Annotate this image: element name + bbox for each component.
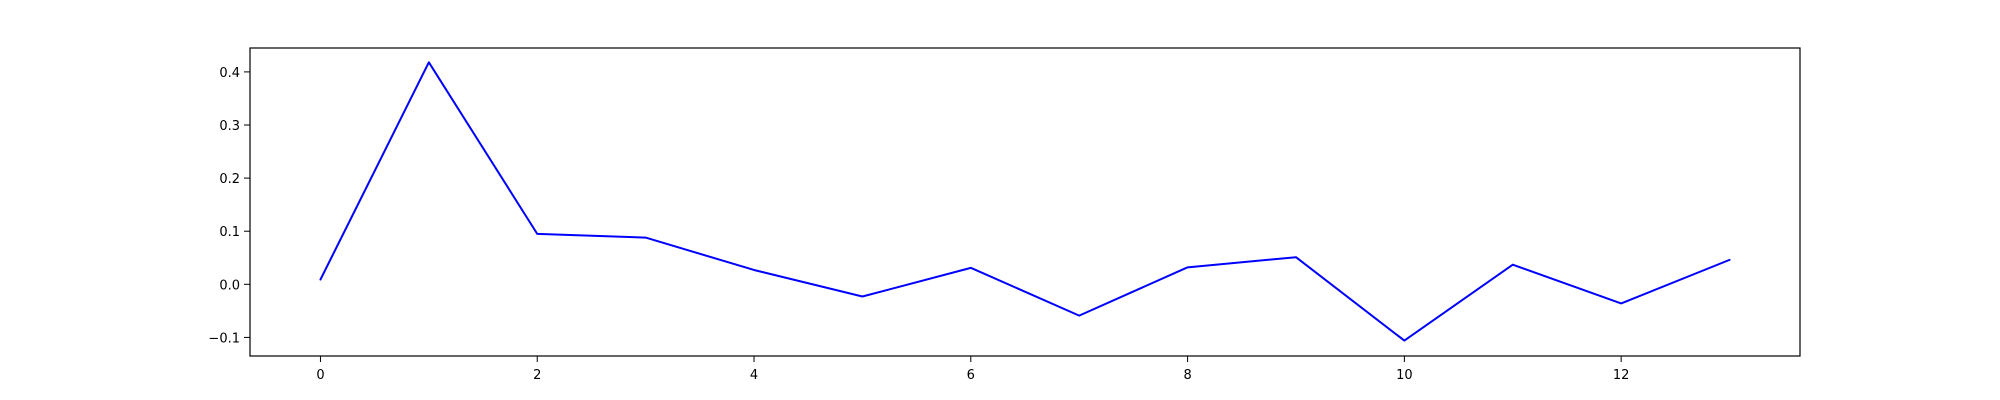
- y-axis-ticks: −0.1 0.0 0.1 0.2 0.3 0.4: [208, 66, 250, 346]
- x-tick-label: 2: [533, 368, 541, 383]
- y-tick-label: 0.3: [219, 119, 240, 134]
- x-tick-label: 6: [967, 368, 975, 383]
- y-tick-label: 0.2: [219, 172, 240, 187]
- y-tick-label: 0.1: [219, 225, 240, 240]
- series-line: [319, 61, 1731, 342]
- x-tick-label: 4: [750, 368, 758, 383]
- x-tick-label: 0: [316, 368, 324, 383]
- x-axis-ticks: 0 2 4 6 8 10 12: [316, 356, 1629, 383]
- series-group: [319, 61, 1731, 342]
- plot-area-frame: [249, 47, 1801, 357]
- y-tick-label: −0.1: [208, 331, 240, 346]
- x-tick-label: 8: [1183, 368, 1191, 383]
- x-tick-label: 10: [1396, 368, 1413, 383]
- y-tick-label: 0.0: [219, 278, 240, 293]
- y-tick-label: 0.4: [219, 66, 240, 81]
- x-tick-label: 12: [1613, 368, 1630, 383]
